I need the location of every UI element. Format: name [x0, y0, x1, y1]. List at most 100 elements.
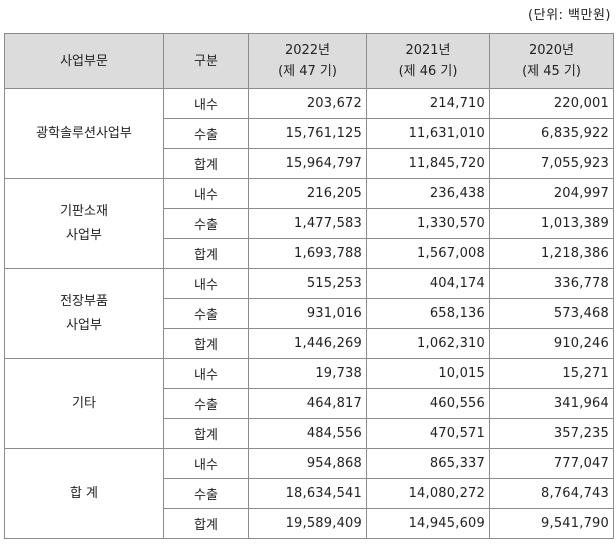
table-row: 기타 내수 19,738 10,015 15,271: [4, 358, 614, 449]
type-cell: 수출: [163, 478, 249, 509]
type-cell: 수출: [163, 298, 249, 329]
header-year-label: 2021년: [405, 43, 451, 58]
value-cell: 18,634,541: [248, 478, 367, 509]
value-cell: 357,235: [489, 418, 614, 449]
segment-name: 광학솔루션사업부: [36, 125, 132, 141]
value-cell: 1,477,583: [248, 208, 367, 239]
value-cell: 954,868: [248, 448, 367, 479]
type-cell: 합계: [163, 238, 249, 269]
table-row: 수출 931,016 658,136 573,468: [5, 298, 614, 329]
header-year-2022: 2022년 (제 47 기): [248, 33, 367, 89]
segment-name: 기판소재: [60, 203, 108, 219]
value-cell: 515,253: [248, 268, 367, 299]
value-cell: 15,964,797: [248, 148, 367, 179]
table-body: 광학솔루션사업부 내수 203,672 214,710 220,001 수출 15,761,…: [4, 88, 614, 539]
segment-name-line2: 사업부: [66, 227, 102, 243]
value-cell: 11,631,010: [366, 118, 490, 149]
header-period-label: (제 46 기): [398, 64, 458, 79]
value-cell: 11,845,720: [366, 148, 490, 179]
type-cell: 내수: [163, 448, 249, 479]
value-cell: 14,080,272: [366, 478, 490, 509]
type-cell: 내수: [163, 178, 249, 209]
value-cell: 464,817: [248, 388, 367, 419]
table-row: 수출 464,817 460,556 341,964: [5, 388, 614, 419]
table-row: 합계 15,964,797 11,845,720 7,055,923: [5, 148, 614, 179]
table-row: 광학솔루션사업부 내수 203,672 214,710 220,001: [4, 88, 614, 179]
type-cell: 합계: [163, 148, 249, 179]
value-cell: 1,013,389: [489, 208, 614, 239]
value-cell: 1,330,570: [366, 208, 490, 239]
value-cell: 1,062,310: [366, 328, 490, 359]
value-cell: 19,738: [248, 358, 367, 389]
value-cell: 931,016: [248, 298, 367, 329]
header-period-label: (제 47 기): [278, 64, 337, 79]
value-cell: 777,047: [489, 448, 614, 479]
header-period-label: (제 45 기): [522, 64, 581, 79]
value-cell: 404,174: [366, 268, 490, 299]
type-cell: 합계: [163, 418, 249, 449]
table-row: 합계 1,693,788 1,567,008 1,218,386: [5, 238, 614, 269]
type-cell: 내수: [163, 268, 249, 299]
segment-name: 합 계: [69, 485, 99, 501]
type-cell: 내수: [163, 358, 249, 389]
table-row: 합계 19,589,409 14,945,609 9,541,790: [5, 508, 614, 539]
value-cell: 204,997: [489, 178, 614, 209]
table-row: 합계 484,556 470,571 357,235: [5, 418, 614, 449]
header-year-label: 2022년: [284, 43, 331, 58]
value-cell: 10,015: [366, 358, 490, 389]
segment-name: 기타: [72, 395, 96, 411]
table-row: 합계 1,446,269 1,062,310 910,246: [5, 328, 614, 359]
value-cell: 15,761,125: [248, 118, 367, 149]
value-cell: 203,672: [248, 88, 367, 119]
table-row: 전장부품 사업부 내수 515,253 404,174 336,778: [4, 268, 614, 359]
value-cell: 573,468: [489, 298, 614, 329]
value-cell: 460,556: [366, 388, 490, 419]
header-year-2021: 2021년 (제 46 기): [366, 33, 490, 89]
header-type: 구분: [163, 33, 249, 89]
type-cell: 수출: [163, 118, 249, 149]
segment-cell: 기타: [4, 358, 164, 449]
value-cell: 1,446,269: [248, 328, 367, 359]
value-cell: 9,541,790: [489, 508, 614, 539]
value-cell: 236,438: [366, 178, 490, 209]
value-cell: 1,567,008: [366, 238, 490, 269]
value-cell: 216,205: [248, 178, 367, 209]
value-cell: 214,710: [366, 88, 490, 119]
value-cell: 336,778: [489, 268, 614, 299]
header-segment: 사업부문: [4, 33, 164, 89]
type-cell: 합계: [163, 328, 249, 359]
value-cell: 14,945,609: [366, 508, 490, 539]
segment-name-line2: 사업부: [66, 317, 102, 333]
header-year-label: 2020년: [528, 43, 575, 58]
value-cell: 910,246: [489, 328, 614, 359]
value-cell: 658,136: [366, 298, 490, 329]
type-cell: 합계: [163, 508, 249, 539]
segment-name: 전장부품: [60, 293, 108, 309]
table-row: 수출 15,761,125 11,631,010 6,835,922: [5, 118, 614, 149]
table-row: 기판소재 사업부 내수 216,205 236,438 204,997: [4, 178, 614, 269]
value-cell: 865,337: [366, 448, 490, 479]
value-cell: 1,693,788: [248, 238, 367, 269]
type-cell: 수출: [163, 208, 249, 239]
value-cell: 470,571: [366, 418, 490, 449]
value-cell: 19,589,409: [248, 508, 367, 539]
header-row: 사업부문 구분 2022년 (제 47 기) 2021년 (제 46 기) 20…: [4, 33, 614, 89]
segment-cell: 합 계: [4, 448, 164, 539]
value-cell: 220,001: [489, 88, 614, 119]
value-cell: 6,835,922: [489, 118, 614, 149]
value-cell: 15,271: [489, 358, 614, 389]
type-cell: 수출: [163, 388, 249, 419]
revenue-by-segment-table: 사업부문 구분 2022년 (제 47 기) 2021년 (제 46 기) 20…: [4, 33, 614, 539]
type-cell: 내수: [163, 88, 249, 119]
header-year-2020: 2020년 (제 45 기): [489, 33, 614, 89]
table-row: 수출 1,477,583 1,330,570 1,013,389: [5, 208, 614, 239]
segment-cell: 광학솔루션사업부: [4, 88, 164, 179]
unit-note: (단위: 백만원): [528, 8, 611, 23]
value-cell: 1,218,386: [489, 238, 614, 269]
value-cell: 7,055,923: [489, 148, 614, 179]
value-cell: 341,964: [489, 388, 614, 419]
value-cell: 8,764,743: [489, 478, 614, 509]
table-row: 합 계 내수 954,868 865,337 777,047: [4, 448, 614, 539]
